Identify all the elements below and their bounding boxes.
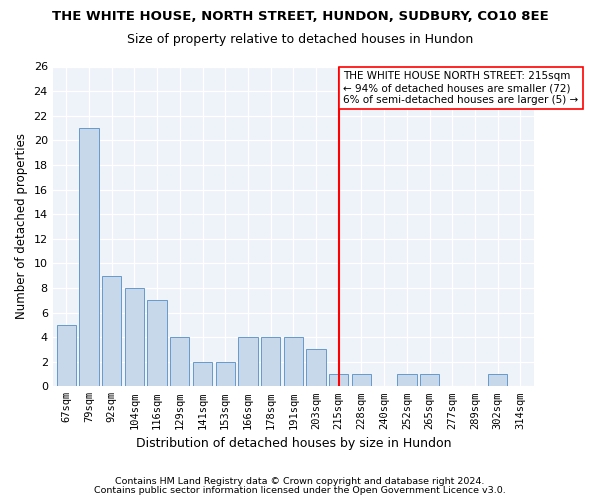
Bar	[148, 300, 167, 386]
Bar	[397, 374, 416, 386]
Y-axis label: Number of detached properties: Number of detached properties	[15, 134, 28, 320]
Bar	[307, 350, 326, 387]
Bar	[215, 362, 235, 386]
Text: Size of property relative to detached houses in Hundon: Size of property relative to detached ho…	[127, 32, 473, 46]
Text: Contains HM Land Registry data © Crown copyright and database right 2024.: Contains HM Land Registry data © Crown c…	[115, 477, 485, 486]
X-axis label: Distribution of detached houses by size in Hundon: Distribution of detached houses by size …	[136, 437, 451, 450]
Bar	[102, 276, 121, 386]
Text: Contains public sector information licensed under the Open Government Licence v3: Contains public sector information licen…	[94, 486, 506, 495]
Text: THE WHITE HOUSE, NORTH STREET, HUNDON, SUDBURY, CO10 8EE: THE WHITE HOUSE, NORTH STREET, HUNDON, S…	[52, 10, 548, 23]
Bar	[79, 128, 98, 386]
Bar	[488, 374, 508, 386]
Bar	[238, 337, 257, 386]
Bar	[170, 337, 190, 386]
Bar	[329, 374, 349, 386]
Bar	[420, 374, 439, 386]
Bar	[56, 325, 76, 386]
Bar	[193, 362, 212, 386]
Bar	[284, 337, 303, 386]
Bar	[125, 288, 144, 386]
Bar	[261, 337, 280, 386]
Text: THE WHITE HOUSE NORTH STREET: 215sqm
← 94% of detached houses are smaller (72)
6: THE WHITE HOUSE NORTH STREET: 215sqm ← 9…	[343, 72, 578, 104]
Bar	[352, 374, 371, 386]
